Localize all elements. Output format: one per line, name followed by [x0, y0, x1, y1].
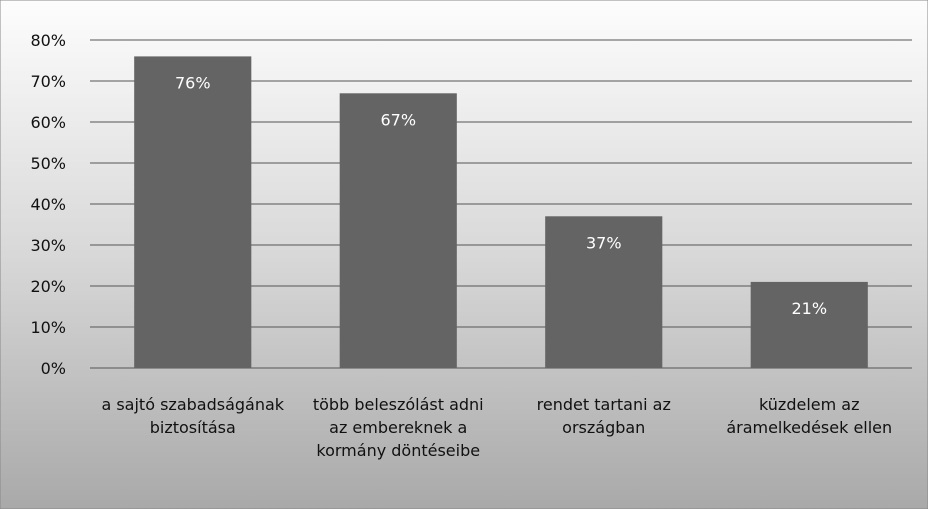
- x-tick-label: rendet tartani az országban: [537, 395, 671, 437]
- y-tick-label: 40%: [30, 195, 66, 214]
- x-tick-label: a sajtó szabadságának biztosítása: [101, 395, 284, 437]
- value-label: 21%: [791, 299, 827, 318]
- value-label: 67%: [380, 110, 416, 129]
- y-tick-label: 60%: [30, 113, 66, 132]
- x-tick-label: küzdelem az áramelkedések ellen: [726, 395, 892, 437]
- bar: [134, 56, 252, 369]
- y-tick-label: 50%: [30, 154, 66, 173]
- y-tick-label: 30%: [30, 236, 66, 255]
- y-tick-label: 10%: [30, 318, 66, 337]
- y-tick-label: 0%: [41, 359, 66, 378]
- x-tick-label: több beleszólást adni az embereknek a korm…: [313, 395, 484, 460]
- bar: [339, 93, 457, 369]
- y-tick-label: 70%: [30, 72, 66, 91]
- value-label: 37%: [586, 233, 622, 252]
- y-tick-label: 20%: [30, 277, 66, 296]
- y-tick-label: 80%: [30, 31, 66, 50]
- bar: [545, 216, 663, 368]
- bar: [750, 281, 868, 368]
- value-label: 76%: [175, 73, 211, 92]
